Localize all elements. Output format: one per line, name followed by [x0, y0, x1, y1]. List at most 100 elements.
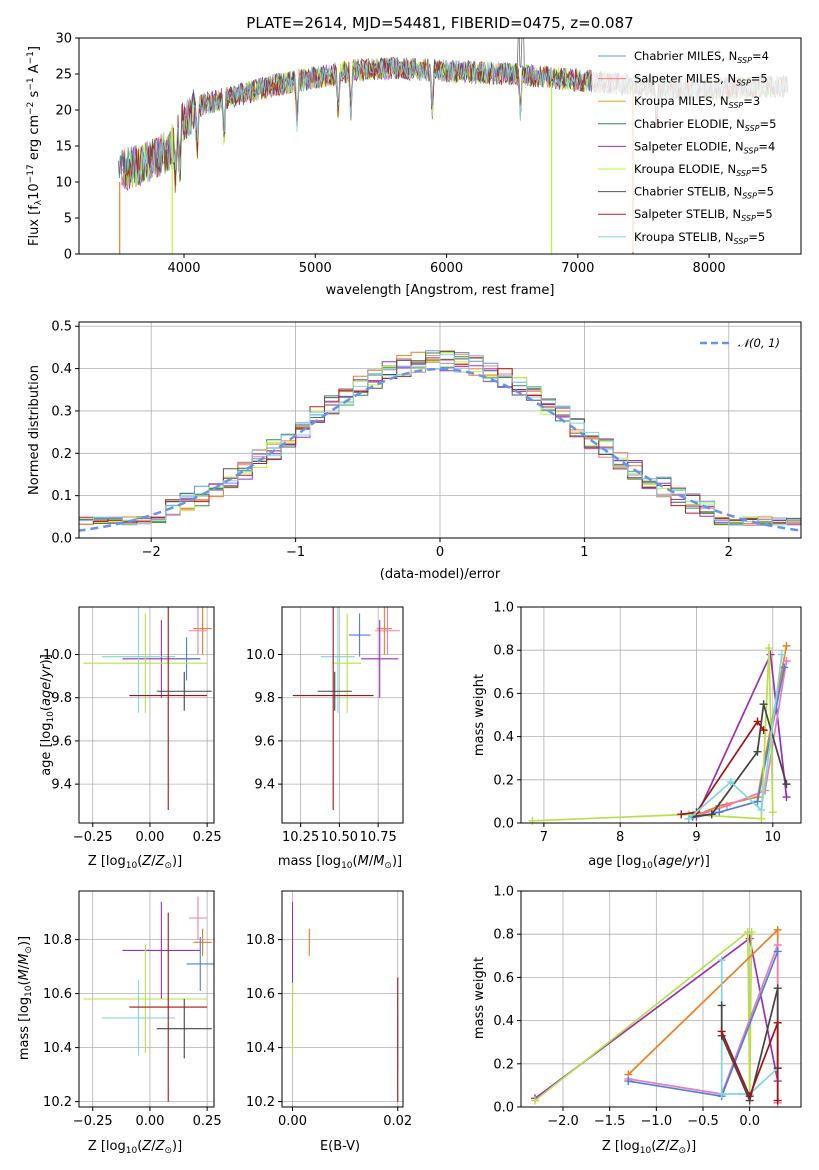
x-tick-label: 0.00: [135, 830, 164, 845]
y-tick-label: 10: [55, 176, 72, 191]
x-tick-label: −1.5: [594, 1114, 626, 1129]
weight-marker: [707, 810, 716, 819]
y-tick-label: 0.8: [493, 644, 514, 659]
x-tick-label: 0.0: [739, 1114, 760, 1129]
errorbar-point: [172, 637, 201, 681]
errorbar-point: [101, 607, 176, 713]
errorbar-point: [156, 671, 212, 711]
residuals-plot-area: [79, 350, 801, 532]
weight-marker: [753, 717, 762, 726]
x-tick-label: 9: [692, 830, 700, 845]
weight-marker: [624, 1077, 633, 1086]
x-tick-label: 10.25: [282, 830, 319, 845]
y-tick-label: 9.6: [51, 734, 72, 749]
y-tick-label: 30: [55, 32, 72, 47]
errorbar-point: [129, 912, 208, 1102]
weight-marker: [766, 650, 775, 659]
x-tick-label: 5000: [299, 261, 332, 276]
weight-marker: [717, 1090, 726, 1099]
mass-vs-Z-ylabel: mass [log10(M/M⊙)]: [17, 936, 34, 1060]
legend-box: [592, 44, 798, 252]
legend-label-main: Salpeter STELIB, N: [634, 207, 741, 221]
y-tick-label: 20: [55, 104, 72, 119]
y-tick-label: 0.3: [51, 404, 72, 419]
y-tick-label: 0.6: [493, 971, 514, 986]
errorbar-points: [83, 607, 212, 811]
weight-series-line: [688, 660, 788, 820]
y-tick-label: 5: [64, 212, 72, 227]
x-tick-label: 1: [580, 545, 588, 560]
errorbar-point: [83, 613, 208, 713]
mass-vs-ebv-panel: 0.00 0.02 10.2 10.4 10.6 10.8: [246, 890, 412, 1129]
weight-marker: [745, 1092, 754, 1101]
x-tick-label: 7: [540, 830, 548, 845]
x-tick-label: 0: [436, 545, 444, 560]
weight-marker: [717, 956, 726, 965]
weight-vs-Z-ylabel: mass weight: [472, 957, 487, 1039]
residuals-ylabel: Normed distribution: [27, 365, 42, 495]
y-tick-label: 10.8: [43, 933, 72, 948]
weight-marker: [753, 747, 762, 756]
errorbar-point: [193, 607, 212, 655]
weight-marker: [757, 806, 766, 815]
y-tick-label: 0.5: [51, 320, 72, 335]
y-tick-label: 0.1: [51, 489, 72, 504]
legend-label-main: Kroupa STELIB, N: [634, 230, 734, 244]
y-tick-label: 0.0: [493, 817, 514, 832]
legend-label: Kroupa STELIB, NSSP=5: [634, 230, 765, 246]
residuals-legend: 𝒩(0, 1): [700, 336, 780, 350]
x-tick-label: 0.00: [278, 1114, 307, 1129]
x-tick-label: −0.5: [687, 1114, 719, 1129]
weight-marker: [773, 984, 782, 993]
residuals-panel: −2 −1 0 1 2 0.0 0.1 0.2 0.3 0.4 0.5 (data-model)/e…: [27, 320, 802, 582]
errorbar-point: [129, 607, 208, 811]
errorbar-point: [320, 607, 355, 713]
weight-marker: [717, 1027, 726, 1036]
y-tick-label: 0.2: [51, 447, 72, 462]
axes-frame: [281, 890, 404, 1108]
legend-label-end: =5: [757, 185, 774, 199]
axes-frame: [78, 890, 215, 1108]
y-tick-label: 9.4: [254, 778, 275, 793]
spectrum-legend: Chabrier MILES, NSSP=4 Salpeter MILES, N S…: [592, 44, 798, 252]
weight-vs-Z-panel: −2.0 −1.5 −1.0 −0.5 0.0 0.0 0.2 0.4 0.6 0.8 1.0: [493, 885, 802, 1129]
legend-label-main: Salpeter MILES, N: [634, 72, 736, 86]
weight-series: [531, 925, 782, 1107]
x-tick-label: −2: [142, 545, 161, 560]
errorbar-point: [122, 901, 201, 999]
legend-label-sub: SSP: [744, 146, 759, 155]
y-tick-label: 0.4: [51, 362, 72, 377]
spectrum-panel: PLATE=2614, MJD=54481, FIBERID=0475, z=0…: [26, 14, 802, 298]
residuals-xlabel: (data-model)/error: [380, 567, 501, 582]
errorbar-point: [83, 945, 208, 1053]
axes-frame: [281, 606, 404, 824]
weight-marker: [782, 641, 791, 650]
axes-frame: [520, 890, 802, 1108]
weight-vs-age-xlabel: age [log10(age/yr)]: [588, 854, 710, 871]
legend-label: Chabrier MILES, NSSP=4: [634, 49, 769, 65]
weight-series-line: [720, 1022, 779, 1101]
y-tick-label: 9.8: [254, 691, 275, 706]
y-tick-label: 10.6: [246, 987, 275, 1002]
legend-label-end: =5: [751, 162, 768, 176]
x-tick-label: 10: [764, 830, 781, 845]
spectrum-ylabel: Flux [fλ​10−17 erg cm−2 s−1 A−1]: [26, 46, 44, 246]
legend-label-sub: SSP: [742, 192, 757, 201]
legend-label-sub: SSP: [741, 214, 756, 223]
errorbar-point: [348, 613, 371, 657]
errorbar-point: [193, 928, 212, 956]
legend-label: Kroupa ELODIE, NSSP=5: [634, 162, 768, 178]
x-tick-label: −1: [286, 545, 305, 560]
errorbar-point: [188, 896, 208, 940]
errorbar-point: [361, 619, 399, 698]
age-vs-Z-panel: −0.25 0.00 0.25 9.4 9.6 9.8 10.0: [43, 606, 222, 845]
errorbar-point: [292, 607, 374, 811]
axes-frame: [78, 606, 215, 824]
x-tick-label: 4000: [167, 261, 200, 276]
y-tick-label: 1.0: [493, 601, 514, 616]
weight-vs-age-panel: 7 8 9 10 0.0 0.2 0.4 0.6 0.8 1.0: [493, 601, 802, 845]
errorbar-point: [186, 936, 214, 991]
y-tick-label: 9.8: [51, 691, 72, 706]
x-tick-label: 8000: [693, 261, 726, 276]
weight-series: [528, 641, 791, 825]
